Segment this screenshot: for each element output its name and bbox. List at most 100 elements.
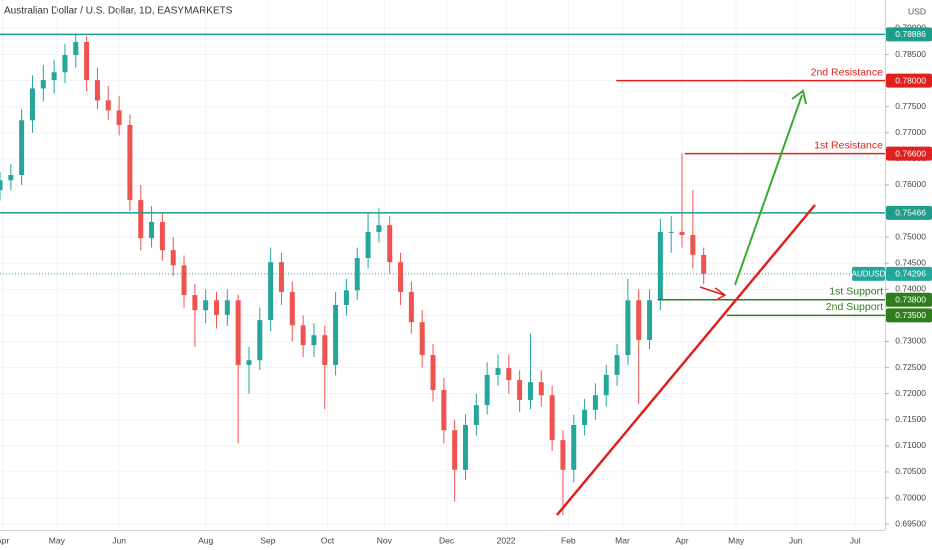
candle-body bbox=[333, 304, 339, 365]
y-tick-label: 0.70000 bbox=[895, 492, 926, 502]
candle-body bbox=[84, 42, 90, 81]
y-tick-label: 0.73000 bbox=[895, 336, 926, 346]
last-price-label: 0.74296 bbox=[895, 269, 926, 279]
currency-label: USD bbox=[908, 6, 926, 16]
y-tick-label: 0.70500 bbox=[895, 466, 926, 476]
candle-body bbox=[625, 300, 631, 356]
level-name: 1st Resistance bbox=[814, 139, 883, 151]
candle-body bbox=[116, 110, 122, 125]
candle-body bbox=[430, 355, 436, 391]
candle-body bbox=[441, 390, 447, 431]
candle-body bbox=[19, 120, 25, 176]
chart-title: Australian Dollar / U.S. Dollar, 1D, EAS… bbox=[4, 6, 233, 17]
candle-body bbox=[149, 222, 155, 239]
candle-body bbox=[452, 430, 458, 470]
x-tick-label: Mar bbox=[615, 535, 630, 545]
candle-body bbox=[127, 124, 133, 201]
candle-body bbox=[322, 335, 328, 365]
x-tick-label: Apr bbox=[0, 535, 9, 545]
candle-body bbox=[495, 368, 501, 375]
level-price-label: 0.78886 bbox=[895, 29, 926, 39]
candle-body bbox=[506, 368, 512, 381]
candle-body bbox=[419, 322, 425, 356]
candle-body bbox=[0, 180, 3, 191]
candle-body bbox=[94, 80, 100, 101]
candle-body bbox=[105, 100, 111, 111]
last-price-box bbox=[886, 266, 932, 281]
level-name: 2nd Resistance bbox=[811, 66, 884, 78]
down-arrow bbox=[699, 286, 727, 301]
x-tick-label: Dec bbox=[439, 535, 455, 545]
y-tick-label: 0.74000 bbox=[895, 284, 926, 294]
x-tick-label: May bbox=[728, 535, 745, 545]
candle-body bbox=[527, 382, 533, 400]
level-price-box bbox=[886, 292, 932, 307]
candle-body bbox=[538, 382, 544, 396]
y-tick-label: 0.71500 bbox=[895, 414, 926, 424]
y-tick-label: 0.69500 bbox=[895, 518, 926, 528]
candle-body bbox=[484, 374, 490, 406]
candle-body bbox=[246, 360, 252, 365]
candle-body bbox=[40, 80, 46, 89]
candle-body bbox=[365, 231, 371, 259]
level-price-box bbox=[886, 308, 932, 323]
candle-body bbox=[387, 225, 393, 263]
candle-body bbox=[657, 231, 663, 301]
y-tick-label: 0.77500 bbox=[895, 101, 926, 111]
x-tick-label: May bbox=[49, 535, 66, 545]
candle-body bbox=[408, 291, 414, 323]
symbol-box bbox=[852, 266, 885, 281]
x-tick-label: 2022 bbox=[497, 535, 516, 545]
x-tick-label: Feb bbox=[561, 535, 576, 545]
candle-body bbox=[592, 395, 598, 410]
candle-body bbox=[257, 320, 263, 361]
candle-body bbox=[636, 300, 642, 340]
candle-body bbox=[170, 250, 176, 266]
candle-body bbox=[603, 374, 609, 396]
trend-line bbox=[556, 204, 816, 516]
candle-body bbox=[224, 300, 230, 315]
level-price-box bbox=[886, 27, 932, 42]
candle-body bbox=[278, 262, 284, 292]
y-tick-label: 0.72000 bbox=[895, 388, 926, 398]
candle-body bbox=[181, 265, 187, 296]
candle-body bbox=[29, 88, 35, 121]
x-tick-label: Jun bbox=[112, 535, 126, 545]
candle-body bbox=[235, 300, 241, 365]
candle-body bbox=[398, 262, 404, 292]
level-price-box bbox=[886, 205, 932, 220]
symbol-label: AUDUSD bbox=[852, 269, 886, 278]
candle-body bbox=[376, 225, 382, 232]
y-tick-label: 0.76000 bbox=[895, 179, 926, 189]
y-tick-label: 0.75000 bbox=[895, 231, 926, 241]
y-tick-label: 0.72500 bbox=[895, 362, 926, 372]
x-tick-label: Apr bbox=[675, 535, 688, 545]
x-tick-label: Jun bbox=[789, 535, 803, 545]
x-tick-label: Aug bbox=[198, 535, 213, 545]
candle-body bbox=[289, 291, 295, 326]
level-price-box bbox=[886, 73, 932, 88]
candle-body bbox=[668, 231, 674, 233]
candle-body bbox=[679, 231, 685, 236]
level-price-label: 0.73500 bbox=[895, 310, 926, 320]
candle-body bbox=[549, 395, 555, 441]
x-tick-label: Nov bbox=[377, 535, 393, 545]
level-price-box bbox=[886, 146, 932, 161]
y-tick-label: 0.77000 bbox=[895, 127, 926, 137]
candle-body bbox=[560, 440, 566, 470]
level-price-label: 0.73800 bbox=[895, 294, 926, 304]
candle-body bbox=[300, 325, 306, 346]
candle-body bbox=[614, 355, 620, 375]
level-price-label: 0.78000 bbox=[895, 75, 926, 85]
up-arrow bbox=[734, 89, 807, 286]
candle-body bbox=[73, 42, 79, 56]
level-name: 1st Support bbox=[829, 286, 883, 298]
candle-body bbox=[311, 335, 317, 346]
candle-body bbox=[582, 409, 588, 425]
candle-body bbox=[62, 55, 68, 73]
candle-body bbox=[690, 235, 696, 255]
candle-body bbox=[138, 200, 144, 239]
candle-body bbox=[159, 222, 165, 251]
candle-body bbox=[701, 254, 707, 274]
